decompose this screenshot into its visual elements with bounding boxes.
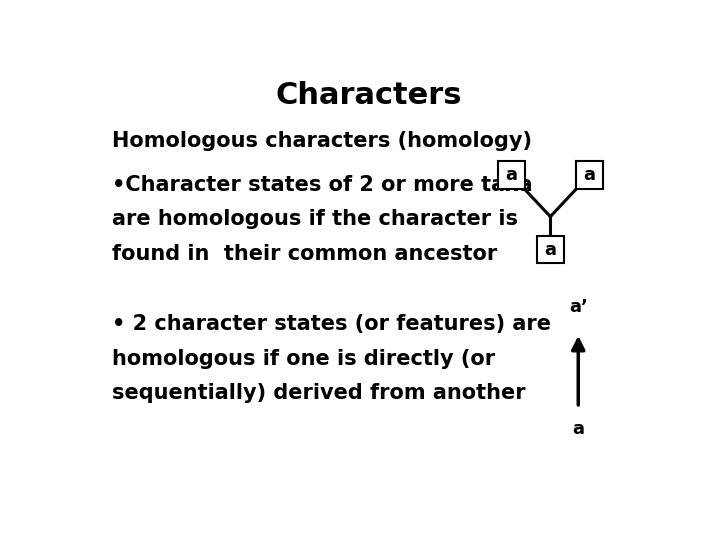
Text: Characters: Characters [276, 82, 462, 111]
Text: are homologous if the character is: are homologous if the character is [112, 210, 518, 230]
Text: homologous if one is directly (or: homologous if one is directly (or [112, 349, 495, 369]
Text: • 2 character states (or features) are: • 2 character states (or features) are [112, 314, 552, 334]
Text: a: a [572, 420, 584, 438]
FancyBboxPatch shape [576, 161, 603, 188]
Text: a: a [544, 241, 557, 259]
Text: Homologous characters (homology): Homologous characters (homology) [112, 131, 532, 151]
FancyBboxPatch shape [537, 237, 564, 264]
Text: sequentially) derived from another: sequentially) derived from another [112, 383, 526, 403]
Text: a: a [583, 166, 595, 184]
Text: found in  their common ancestor: found in their common ancestor [112, 244, 498, 264]
Text: •Character states of 2 or more taxa: •Character states of 2 or more taxa [112, 175, 533, 195]
FancyBboxPatch shape [498, 161, 525, 188]
Text: a: a [505, 166, 517, 184]
Text: a’: a’ [569, 299, 588, 316]
